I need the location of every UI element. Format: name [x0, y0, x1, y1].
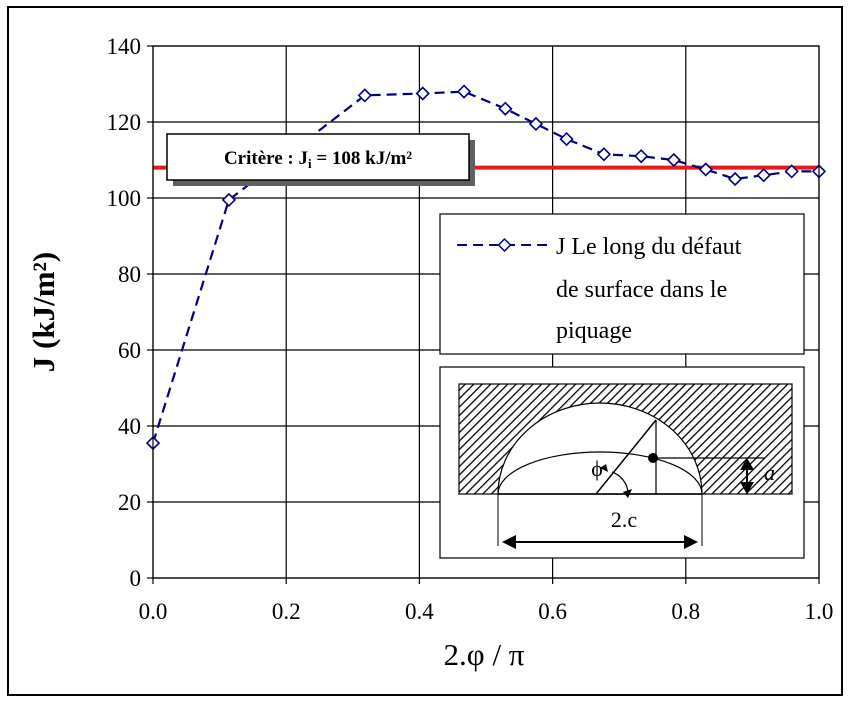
- data-point-1: [221, 192, 237, 208]
- inset-schematic: ϕ a 2.c: [439, 366, 805, 559]
- angle-ray: [595, 419, 657, 495]
- y-tick-label-7: 140: [107, 34, 142, 59]
- legend-label-line-3: piquage: [556, 318, 632, 344]
- data-point-14: [784, 164, 799, 179]
- angle-symbol: ϕ: [591, 456, 603, 481]
- data-point-4: [456, 84, 472, 99]
- x-axis-title: 2.φ / π: [444, 637, 525, 672]
- y-tick-label-6: 120: [107, 110, 142, 135]
- y-tick-label-1: 20: [118, 490, 141, 515]
- data-point-8: [596, 147, 612, 162]
- crack-inner-ellipse: [497, 451, 703, 495]
- x-tick-label-1: 0.2: [272, 599, 301, 624]
- legend-marker-sample: [497, 237, 512, 253]
- criterion-label: Critère : Ji = 108 kJ/m²: [224, 148, 412, 171]
- legend-label-line-2: de surface dans le: [556, 277, 727, 303]
- y-tick-label-5: 100: [107, 186, 142, 211]
- y-axis-title: J (kJ/m²): [26, 252, 61, 372]
- data-point-5: [498, 101, 513, 116]
- x-tick-label-2: 0.4: [405, 599, 434, 624]
- data-point-10: [666, 152, 681, 168]
- x-tick-label-5: 1.0: [805, 599, 834, 624]
- data-point-7: [559, 131, 574, 147]
- data-point-13: [756, 168, 771, 183]
- y-tick-label-3: 60: [118, 338, 141, 363]
- data-point-3: [415, 86, 430, 101]
- crack-front-point: [648, 453, 658, 463]
- plot-area-border: [152, 45, 820, 579]
- y-tick-label-0: 0: [130, 566, 142, 591]
- legend: J Le long du défaut de surface dans le p…: [439, 213, 805, 355]
- x-tick-label-4: 0.8: [671, 599, 700, 624]
- data-point-2: [357, 88, 372, 103]
- series-layer: [145, 84, 827, 451]
- legend-label-line-1: J Le long du défaut: [556, 234, 742, 260]
- x-tick-labels: 0.0 0.2 0.4 0.6 0.8 1.0: [139, 578, 834, 624]
- x-tick-label-3: 0.6: [538, 599, 567, 624]
- x-tick-label-0: 0.0: [139, 599, 168, 624]
- data-point-6: [528, 116, 544, 132]
- y-tick-label-2: 40: [118, 414, 141, 439]
- criterion-label-box: Critère : Ji = 108 kJ/m²: [166, 133, 475, 186]
- y-tick-labels: 0 20 40 60 80 100 120 140: [107, 34, 153, 591]
- depth-label: a: [764, 460, 775, 485]
- y-tick-label-4: 80: [118, 262, 141, 287]
- data-point-11: [698, 162, 713, 177]
- data-point-12: [727, 171, 743, 187]
- width-label: 2.c: [611, 507, 638, 532]
- data-point-9: [634, 149, 649, 164]
- series-line-0: [151, 90, 819, 444]
